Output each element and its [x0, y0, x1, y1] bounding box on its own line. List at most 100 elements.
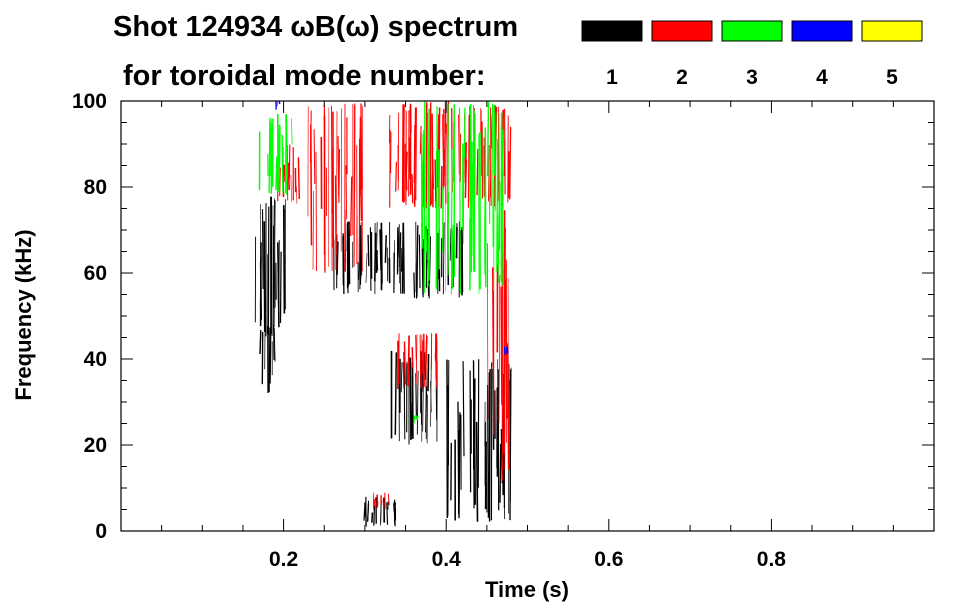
legend-label-mode-1: 1: [606, 66, 618, 89]
streak-mode-1: [282, 205, 286, 314]
streak-mode-1: [259, 330, 262, 355]
streak-mode-2: [490, 107, 492, 206]
streak-mode-2: [331, 105, 333, 271]
streak-mode-1: [413, 272, 416, 298]
chart-title-line2: for toroidal mode number:: [123, 60, 486, 92]
streak-mode-1: [363, 502, 366, 521]
streak-mode-1: [447, 385, 450, 466]
streak-mode-2: [344, 209, 347, 263]
y-tick-label: 0: [95, 520, 107, 543]
streak-mode-2: [403, 341, 407, 385]
streak-mode-1: [425, 386, 428, 433]
streak-mode-2: [490, 115, 493, 149]
streak-mode-3: [451, 225, 454, 281]
streak-mode-3: [501, 129, 504, 286]
streak-mode-1: [455, 227, 458, 259]
streak-mode-3: [428, 170, 430, 261]
streak-mode-1: [424, 352, 426, 380]
legend-swatch-mode-5: [861, 20, 923, 42]
streak-mode-1: [429, 236, 431, 284]
streak-mode-3: [286, 116, 288, 180]
streak-mode-1: [273, 327, 276, 362]
spectrum-marks: [254, 101, 512, 527]
streak-mode-1: [475, 421, 479, 522]
streak-mode-2: [413, 124, 416, 184]
streak-mode-2: [404, 143, 406, 202]
streak-mode-1: [375, 251, 379, 271]
streak-mode-2: [492, 267, 494, 368]
streak-mode-1: [400, 362, 403, 393]
y-axis-label: Frequency (kHz): [11, 229, 36, 400]
mode-3-series: [258, 101, 504, 424]
streak-mode-2: [419, 125, 422, 155]
legend-swatch-mode-3: [721, 20, 783, 42]
streak-mode-2: [415, 334, 418, 384]
legend-label-mode-3: 3: [746, 66, 758, 89]
streak-mode-2: [287, 162, 290, 191]
streak-mode-1: [367, 234, 370, 267]
streak-mode-1: [371, 512, 374, 523]
streak-mode-2: [509, 126, 512, 200]
streak-mode-2: [425, 336, 428, 365]
streak-mode-3: [427, 112, 429, 287]
streak-mode-1: [416, 225, 419, 298]
streak-mode-2: [395, 161, 397, 192]
streak-mode-3: [484, 127, 487, 288]
streak-mode-1: [373, 504, 376, 526]
streak-mode-2: [504, 108, 506, 195]
streak-mode-3: [495, 112, 497, 212]
streak-mode-1: [469, 370, 472, 493]
streak-mode-2: [411, 173, 414, 204]
x-tick-label: 0.8: [757, 548, 787, 571]
streak-mode-3: [423, 101, 426, 293]
streak-mode-1: [386, 502, 389, 525]
streak-mode-1: [427, 353, 430, 392]
streak-mode-2: [440, 165, 443, 209]
streak-mode-2: [419, 334, 422, 389]
streak-mode-2: [328, 107, 330, 267]
plot-axes: 0.2 0.4 0.6 0.8 0 20 40 60 80 100: [72, 90, 935, 571]
streak-mode-2: [296, 186, 298, 204]
streak-mode-4: [506, 346, 509, 354]
streak-mode-1: [366, 503, 370, 522]
streak-mode-2: [331, 148, 334, 214]
streak-mode-2: [336, 111, 338, 256]
streak-mode-1: [425, 259, 428, 288]
streak-mode-2: [279, 167, 281, 197]
streak-mode-1: [418, 234, 421, 289]
streak-mode-2: [413, 107, 417, 207]
mode-1-series: [254, 196, 512, 527]
streak-mode-1: [403, 351, 406, 440]
streak-mode-3: [275, 156, 278, 191]
streak-mode-1: [437, 233, 439, 294]
streak-mode-1: [263, 221, 266, 333]
streak-mode-1: [486, 384, 488, 513]
streak-mode-2: [373, 498, 376, 508]
streak-mode-1: [261, 209, 264, 290]
streak-mode-2: [435, 340, 438, 389]
chart-title-line1: Shot 124934 ωB(ω) spectrum: [113, 11, 518, 43]
streak-mode-2: [345, 165, 348, 220]
streak-mode-2: [422, 129, 425, 208]
streak-mode-2: [401, 104, 404, 202]
streak-mode-2: [389, 129, 391, 208]
streak-mode-2: [315, 151, 317, 272]
streak-mode-1: [279, 251, 282, 324]
streak-mode-1: [365, 253, 368, 283]
streak-mode-1: [269, 329, 272, 384]
streak-mode-3: [414, 416, 416, 420]
plot-frame: [120, 100, 935, 532]
streak-mode-1: [442, 222, 445, 295]
streak-mode-2: [283, 165, 286, 183]
streak-mode-2: [337, 136, 340, 198]
streak-mode-1: [488, 368, 491, 522]
streak-mode-3: [471, 163, 474, 257]
streak-mode-1: [401, 222, 404, 294]
streak-mode-3: [281, 134, 284, 193]
y-tick-label: 100: [72, 90, 107, 113]
streak-mode-1: [364, 497, 367, 518]
streak-mode-1: [397, 224, 400, 258]
streak-mode-1: [273, 200, 276, 328]
streak-mode-1: [379, 229, 382, 271]
